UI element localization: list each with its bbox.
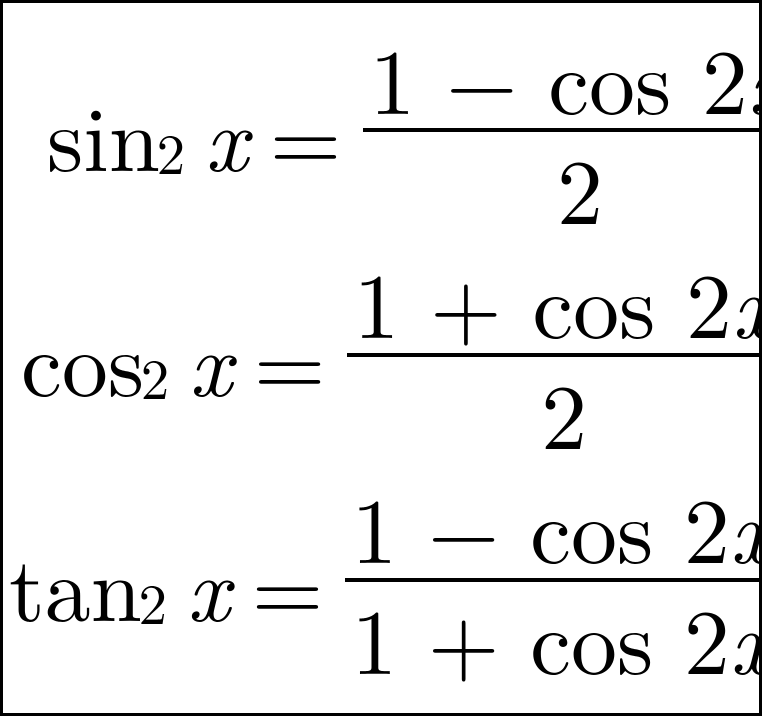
lhs-cos2x: cos2x bbox=[21, 312, 232, 404]
equation-cos2x: cos2x = 1 + cos 2x 2 bbox=[3, 246, 759, 470]
func-cos: cos bbox=[21, 312, 144, 404]
fraction-cos2x: 1 + cos 2x 2 bbox=[347, 252, 762, 463]
equation-tan2x: tan2x = 1 − cos 2x 1 + cos 2x bbox=[3, 471, 759, 695]
denominator: 1 + cos 2x bbox=[345, 582, 762, 689]
numerator: 1 − cos 2x bbox=[363, 28, 762, 129]
var-x: x bbox=[187, 537, 230, 629]
var-x: x bbox=[189, 312, 232, 404]
lhs-sin2x: sin2x bbox=[47, 87, 248, 179]
numerator: 1 − cos 2x bbox=[345, 477, 762, 578]
func-tan: tan bbox=[9, 537, 142, 629]
denominator: 2 bbox=[535, 357, 593, 464]
fraction-sin2x: 1 − cos 2x 2 bbox=[363, 28, 762, 239]
power: 2 bbox=[139, 572, 168, 629]
denominator: 2 bbox=[551, 132, 609, 239]
equals-sign: = bbox=[252, 537, 324, 629]
func-sin: sin bbox=[47, 87, 160, 179]
equals-sign: = bbox=[270, 87, 342, 179]
power: 2 bbox=[157, 122, 186, 179]
power: 2 bbox=[141, 347, 170, 404]
lhs-tan2x: tan2x bbox=[9, 537, 230, 629]
var-x: x bbox=[205, 87, 248, 179]
numerator: 1 + cos 2x bbox=[347, 252, 762, 353]
equation-sin2x: sin2x = 1 − cos 2x 2 bbox=[3, 21, 759, 245]
fraction-tan2x: 1 − cos 2x 1 + cos 2x bbox=[345, 477, 762, 688]
formula-card: sin2x = 1 − cos 2x 2 cos2x = 1 + cos 2x … bbox=[0, 0, 762, 716]
equals-sign: = bbox=[254, 312, 326, 404]
